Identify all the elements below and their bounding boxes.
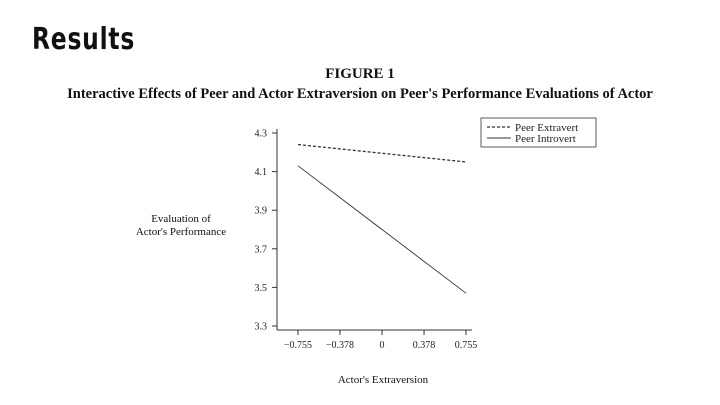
x-tick-label: −0.378 [326, 340, 354, 351]
figure-label: FIGURE 1 [325, 66, 395, 82]
x-tick-label: 0.755 [455, 340, 478, 351]
slide-title: Results [32, 22, 136, 57]
y-tick-label: 4.1 [255, 167, 268, 178]
y-axis-label-line-2: Actor's Performance [135, 226, 227, 238]
y-axis-label-line-1: Evaluation of [151, 213, 211, 225]
y-tick-label: 4.3 [255, 129, 268, 140]
y-tick-label: 3.9 [255, 206, 268, 217]
y-tick-label: 3.5 [255, 283, 268, 294]
legend-label: Peer Introvert [515, 133, 576, 145]
series-line-peer-extravert [297, 143, 467, 163]
figure-caption: Interactive Effects of Peer and Actor Ex… [67, 86, 653, 102]
x-tick-label: −0.755 [284, 340, 312, 351]
y-axis-label: Evaluation of Actor's Performance [118, 213, 244, 239]
x-tick-label: 0.378 [413, 340, 436, 351]
y-tick-label: 3.7 [255, 244, 268, 255]
x-axis-label: Actor's Extraversion [337, 374, 429, 386]
series-line-peer-introvert [297, 165, 467, 294]
x-tick-label: 0 [380, 340, 385, 351]
legend-box [480, 117, 597, 148]
legend-label: Peer Extravert [515, 122, 578, 134]
y-tick-label: 3.3 [255, 322, 268, 333]
